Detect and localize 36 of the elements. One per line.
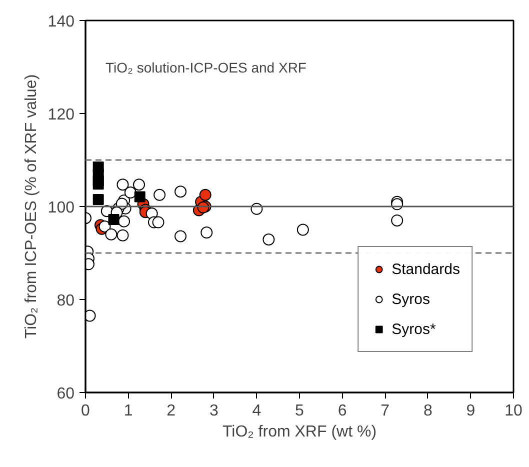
y-tick-label: 120 <box>48 106 75 124</box>
y-axis-title: TiO₂ from ICP-OES (% of XRF value) <box>22 74 40 339</box>
x-tick-label: 9 <box>466 402 476 420</box>
point <box>152 216 164 228</box>
point <box>262 234 275 246</box>
legend-label: Standards <box>392 260 460 278</box>
x-tick-label: 2 <box>166 402 176 420</box>
point <box>391 214 404 226</box>
point <box>296 224 309 236</box>
x-tick-label: 6 <box>338 402 347 420</box>
x-tick-label: 0 <box>81 402 90 420</box>
annotation: TiO₂ solution-ICP-OES and XRF <box>106 60 306 76</box>
x-tick-label: 5 <box>295 402 304 420</box>
x-tick-label: 1 <box>124 402 133 420</box>
point <box>92 178 104 190</box>
point <box>200 226 213 239</box>
point <box>92 194 104 206</box>
legend-label: Syros <box>392 290 430 308</box>
point <box>108 214 120 226</box>
x-tick-label: 8 <box>423 402 432 420</box>
point <box>134 191 146 202</box>
point <box>133 178 145 191</box>
x-tick-label: 3 <box>209 402 218 420</box>
point <box>154 188 166 201</box>
y-tick-label: 100 <box>48 200 75 216</box>
x-tick-label: 7 <box>380 402 390 420</box>
x-tick-label: 4 <box>252 402 262 420</box>
point <box>174 230 187 242</box>
legend-label: Syros* <box>392 320 436 338</box>
point <box>174 186 187 198</box>
x-tick-label: 10 <box>504 402 522 420</box>
y-tick-label: 60 <box>56 386 75 402</box>
x-axis-title: TiO₂ from XRF (wt %) <box>222 424 377 440</box>
y-tick-label: 80 <box>56 292 75 310</box>
point <box>199 188 212 201</box>
y-tick-label: 140 <box>48 14 75 30</box>
